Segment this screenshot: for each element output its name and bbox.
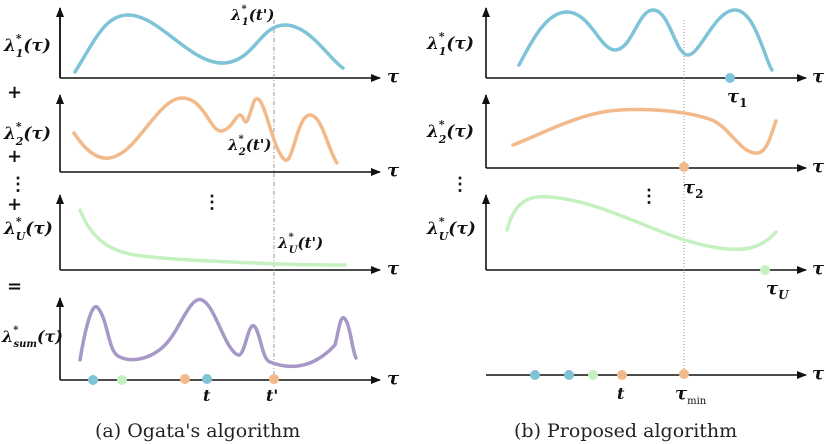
curve-a-lambda2 [72,96,339,165]
axis-label-tau-a2: τ [387,160,400,181]
panel-a-axes [56,7,380,384]
vdots-left: ⋮ [9,174,27,195]
marker-label-tau1: τ1 [727,86,747,110]
axis-label-tau-b2: τ [812,156,825,177]
axis-label-tau-b4: τ [812,363,825,384]
curve-a-lambda-sum [78,297,358,369]
label-b-lambda1: λ* 1(τ) [426,30,474,58]
vdots-b-center: ⋮ [640,186,658,207]
caption-b: (b) Proposed algorithm [514,420,737,442]
annotation-lambdaU-t-prime: λ* U(t') [277,232,323,256]
label-b-lambda2: λ* 2(τ) [426,118,474,146]
axis-label-tau-a3: τ [387,258,400,279]
label-a-lambdaU: λ* U(τ) [3,215,53,243]
curve-b-lambda1 [517,8,774,72]
event-point-green [117,375,127,385]
marker-tauU [760,265,770,275]
caption-a: (a) Ogata's algorithm [95,420,300,442]
curve-a-lambdaU [78,208,347,267]
curve-b-lambda2 [511,107,778,155]
plus-sign-1: + [7,82,22,103]
timeline-label-t-a: t [203,386,211,405]
panel-a: λ* 1(τ) λ* 2(τ) λ* U(τ) λ* sum(τ) + + + = ⋮ … [1,4,400,442]
panel-b: λ* 1(τ) λ* 2(τ) λ* U(τ) ⋮ ⋮ τ1 τ2 τU τ τ τ … [426,7,825,442]
event-point-b-blue-2 [564,370,574,380]
event-point-b-orange [617,370,627,380]
axis-label-tau-a1: τ [387,66,400,87]
curve-b-lambdaU [505,194,778,251]
plus-sign-3: + [7,194,22,215]
panel-b-markers [679,73,770,275]
event-point-blue-2 [202,374,212,384]
event-point-t-prime [269,374,279,384]
plus-sign-2: + [7,146,22,167]
marker-label-tau2: τ2 [683,177,703,201]
timeline-label-t-b: t [617,384,625,403]
timeline-label-tau-min: τmin [675,383,707,407]
event-point-blue-1 [88,375,98,385]
event-point-tau-min [679,369,689,379]
label-a-lambda-sum: λ* sum(τ) [1,325,63,350]
axis-label-tau-b3: τ [812,258,825,279]
axis-label-tau-a4: τ [387,368,400,389]
event-point-b-blue-1 [530,370,540,380]
axis-label-tau-b1: τ [812,66,825,87]
marker-label-tauU: τU [766,278,790,302]
equals-sign: = [7,276,22,297]
vdots-center-a: ⋮ [203,192,221,213]
label-b-lambdaU: λ* U(τ) [426,215,476,243]
panel-a-timeline-points [88,374,279,385]
annotation-lambda1-t-prime: λ* 1(t') [230,4,274,28]
event-point-b-green [588,370,598,380]
marker-tau1 [725,73,735,83]
timeline-label-t-prime: t' [266,386,278,405]
marker-tau2 [679,162,689,172]
event-point-orange [180,374,190,384]
vdots-b-left: ⋮ [451,174,469,195]
annotation-lambda2-t-prime: λ* 2(t') [227,134,271,158]
axis-a-row1 [59,8,380,78]
curve-a-lambda1 [73,13,345,74]
panel-b-timeline-points [530,369,689,380]
label-a-lambda2: λ* 2(τ) [3,120,51,148]
label-a-lambda1: λ* 1(τ) [3,32,51,60]
